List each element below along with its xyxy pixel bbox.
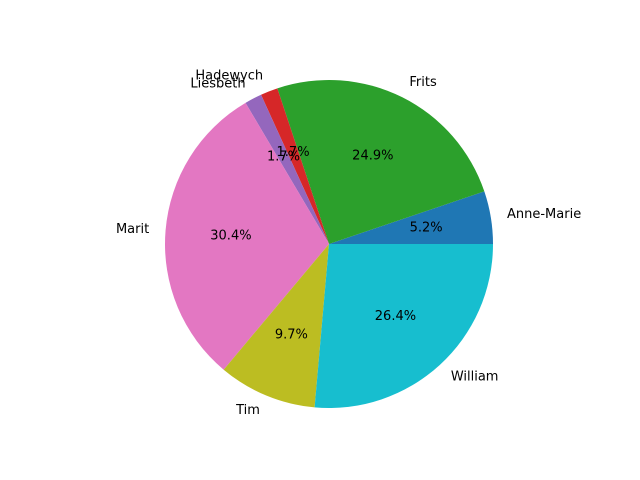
slice-pct-label-marit: 30.4% bbox=[210, 228, 251, 243]
pie-slice-tim bbox=[223, 244, 329, 408]
pie-slice-marit bbox=[165, 102, 329, 370]
slice-label-hadewych: Hadewych bbox=[195, 69, 263, 84]
pie-slice-frits bbox=[277, 80, 485, 244]
slice-pct-label-william: 26.4% bbox=[375, 309, 416, 324]
pie-slice-liesbeth bbox=[245, 94, 329, 245]
slice-pct-label-liesbeth: 1.7% bbox=[267, 149, 300, 164]
pie-slices bbox=[165, 80, 493, 409]
pie-slice-anne-marie bbox=[329, 191, 493, 244]
slice-pct-label-tim: 9.7% bbox=[275, 327, 308, 342]
slice-label-tim: Tim bbox=[235, 403, 260, 418]
slice-pct-label-anne-marie: 5.2% bbox=[410, 221, 443, 236]
slice-label-frits: Frits bbox=[409, 75, 437, 90]
slice-label-marit: Marit bbox=[116, 222, 149, 237]
slice-pct-label-frits: 24.9% bbox=[352, 148, 393, 163]
pie-slice-william bbox=[314, 244, 493, 409]
pie-slice-hadewych bbox=[261, 88, 329, 244]
slice-pct-label-hadewych: 1.7% bbox=[277, 145, 310, 160]
slice-label-liesbeth: Liesbeth bbox=[190, 77, 245, 92]
slice-label-william: William bbox=[451, 370, 499, 385]
slice-label-anne-marie: Anne-Marie bbox=[507, 207, 581, 222]
pie-labels: Anne-Marie 5.2% Frits 24.9% Hadewych 1.7% Lies… bbox=[116, 69, 581, 419]
